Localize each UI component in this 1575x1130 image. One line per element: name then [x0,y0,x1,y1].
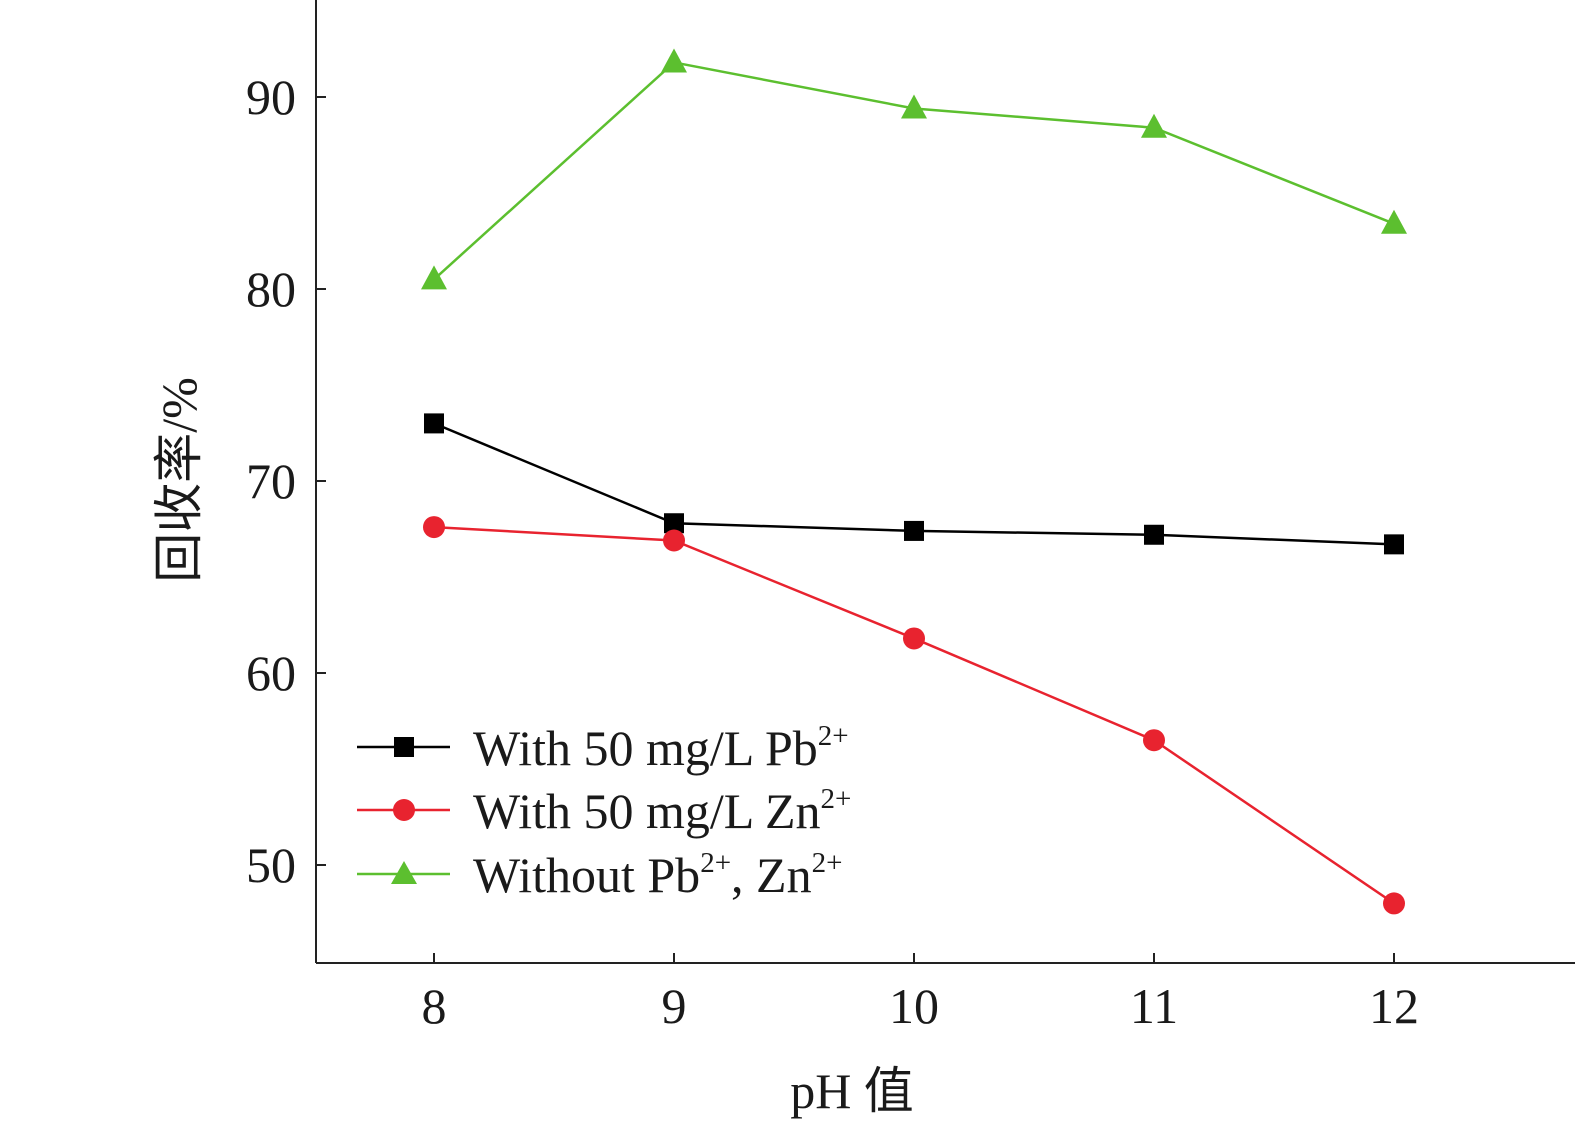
y-tick-label: 70 [246,453,296,509]
point-marker-circle [423,516,445,539]
legend-item-without: Without Pb2+, Zn2+ [357,847,842,903]
legend-marker-circle [393,799,415,821]
y-tick-label: 80 [246,261,296,317]
legend-item-pb: With 50 mg/L Pb2+ [357,720,849,776]
legend-marker-triangle [391,861,417,884]
point-marker-triangle [901,94,927,119]
legend-item-zn: With 50 mg/L Zn2+ [357,783,851,839]
point-marker-square [1384,534,1404,555]
y-axis-title: 回收率/% [151,377,207,583]
point-marker-triangle [1381,209,1407,234]
x-tick-label: 10 [889,978,939,1034]
legend-label-pb: With 50 mg/L Pb2+ [473,720,849,776]
x-tick-label: 11 [1130,978,1178,1034]
legend-label-zn: With 50 mg/L Zn2+ [473,783,851,839]
point-marker-square [424,413,444,434]
point-marker-square [1144,524,1164,545]
legend-label-without: Without Pb2+, Zn2+ [473,847,842,903]
legend: With 50 mg/L Pb2+ With 50 mg/L Zn2+ With… [357,720,851,903]
point-marker-triangle [661,48,687,73]
y-tick-label: 60 [246,645,296,701]
x-tick-label: 9 [662,978,687,1034]
legend-marker-square [394,737,414,757]
x-tick-label: 8 [422,978,447,1034]
ticks: 8 9 10 11 12 50 60 70 80 90 [246,69,1419,1034]
point-marker-circle [903,627,925,650]
x-tick-label: 12 [1369,978,1419,1034]
point-marker-circle [1383,892,1405,915]
point-marker-circle [1143,729,1165,752]
y-tick-label: 90 [246,69,296,125]
point-marker-square [664,513,684,534]
x-axis-title: pH 值 [790,1063,914,1119]
y-tick-label: 50 [246,837,296,893]
point-marker-square [904,520,924,541]
point-marker-triangle [1141,113,1167,138]
series-layer [421,48,1407,915]
point-marker-circle [663,529,685,552]
point-marker-triangle [421,265,447,290]
